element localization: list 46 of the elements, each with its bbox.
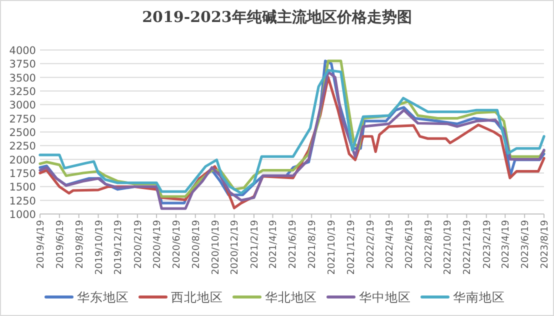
x-tick-label: 2021/12/19 <box>346 220 357 275</box>
y-tick-label: 3750 <box>9 58 36 71</box>
y-tick-label: 4000 <box>9 45 36 57</box>
x-tick-label: 2020/10/19 <box>210 220 222 275</box>
x-tick-label: 2019/10/19 <box>94 220 105 275</box>
legend-label: 华东地区 <box>77 290 129 304</box>
x-tick-label: 2021/8/19 <box>307 220 318 269</box>
x-tick-label: 2020/8/19 <box>190 220 202 269</box>
x-tick-label: 2020/2/19 <box>132 220 144 269</box>
y-tick-label: 1000 <box>9 209 36 221</box>
y-tick-label: 1750 <box>9 168 36 180</box>
x-tick-label: 2020/4/19 <box>152 220 164 269</box>
x-tick-label: 2022/2/19 <box>366 220 377 269</box>
y-tick-label: 3500 <box>9 72 36 84</box>
x-tick-label: 2021/10/19 <box>326 220 338 275</box>
x-tick-label: 2022/6/19 <box>404 220 415 269</box>
x-tick-label: 2022/8/19 <box>423 220 434 269</box>
x-tick-label: 2019/4/19 <box>36 220 46 269</box>
y-tick-label: 3250 <box>9 86 36 98</box>
x-tick-label: 2020/6/19 <box>171 220 182 269</box>
legend-label: 华南地区 <box>453 290 505 304</box>
x-tick-label: 2023/2/19 <box>482 220 493 269</box>
y-tick-label: 3000 <box>9 100 36 112</box>
y-tick-label: 2000 <box>9 154 36 166</box>
x-tick-label: 2020/12/19 <box>230 220 241 275</box>
x-tick-label: 2021/2/19 <box>249 220 260 269</box>
chart-title: 2019-2023年纯碱主流地区价格走势图 <box>142 8 412 26</box>
x-tick-label: 2021/4/19 <box>268 220 280 269</box>
y-tick-label: 2750 <box>9 113 36 126</box>
x-tick-label: 2022/12/19 <box>462 220 474 275</box>
y-tick-label: 2500 <box>9 127 36 139</box>
legend-label: 西北地区 <box>171 290 223 304</box>
x-tick-label: 2019/8/19 <box>74 220 86 269</box>
y-tick-label: 1250 <box>9 195 36 208</box>
y-tick-label: 1500 <box>9 182 36 194</box>
x-tick-label: 2022/4/19 <box>384 220 396 269</box>
x-tick-label: 2023/6/19 <box>520 220 532 269</box>
legend-label: 华中地区 <box>359 290 411 304</box>
x-tick-label: 2023/4/19 <box>500 220 512 269</box>
x-tick-label: 2019/6/19 <box>54 220 66 269</box>
x-tick-label: 2021/6/19 <box>288 220 299 269</box>
x-tick-label: 2023/8/19 <box>540 220 550 269</box>
legend-label: 华北地区 <box>265 290 317 304</box>
x-tick-label: 2022/10/19 <box>442 220 454 275</box>
x-tick-label: 2019/12/19 <box>113 220 124 275</box>
y-tick-label: 2250 <box>9 140 36 153</box>
